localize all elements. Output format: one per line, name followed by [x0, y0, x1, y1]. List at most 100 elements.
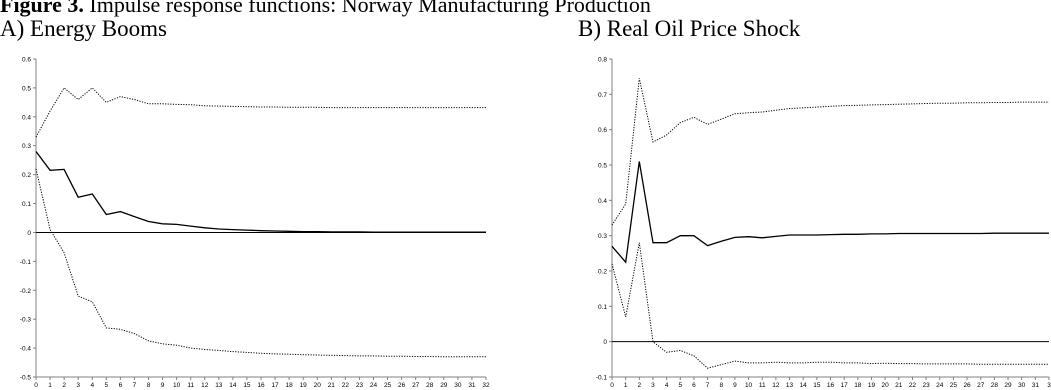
panel-b-y-tick-label: 0.1: [598, 304, 607, 311]
panel-a-x-tick-label: 22: [342, 382, 350, 389]
figure-title-text: Impulse response functions: Norway Manuf…: [83, 0, 651, 17]
panel-a-x-tick-label: 17: [271, 382, 279, 389]
panel-a-x-tick-label: 0: [34, 382, 38, 389]
panel-a-x-tick-label: 19: [300, 382, 308, 389]
panel-b-x-tick-label: 29: [1004, 382, 1012, 389]
panel-b-y-tick-label: 0.8: [598, 57, 607, 64]
panel-a-upper-confidence-band-line: [35, 87, 486, 138]
panel-b-x-tick-label: 23: [922, 382, 930, 389]
panel-b-x-tick-label: 7: [706, 382, 710, 389]
panel-a-x-tick-label: 9: [161, 382, 165, 389]
panel-b-y-tick-label: 0.2: [598, 269, 607, 276]
panel-a-y-tick-label: -0.1: [20, 259, 32, 266]
panel-b-x-tick-label: 26: [963, 382, 971, 389]
panel-a-x-tick-label: 1: [48, 382, 52, 389]
panel-a-lower-confidence-band-line: [35, 168, 486, 358]
figure-title-bold: Figure 3.: [0, 0, 84, 17]
panel-b-y-tick-label: 0.6: [598, 127, 607, 134]
panel-b-x-tick-label: 31: [1032, 382, 1040, 389]
panel-b-x-tick-label: 13: [786, 382, 794, 389]
panel-b-x-tick-label: 14: [800, 382, 808, 389]
panel-b-x-tick-label: 24: [936, 382, 944, 389]
panel-a-y-tick-label: -0.5: [20, 375, 32, 382]
panel-a-x-tick-label: 10: [173, 382, 181, 389]
panel-b-x-tick-label: 20: [882, 382, 890, 389]
panel-a-x-tick-label: 21: [328, 382, 336, 389]
panel-a-x-tick-label: 26: [398, 382, 406, 389]
panel-a-x-tick-label: 20: [314, 382, 322, 389]
panel-b-y-tick-label: -0.1: [596, 375, 608, 382]
panel-b-x-tick-label: 8: [719, 382, 723, 389]
panel-b-x-tick-label: 0: [610, 382, 614, 389]
panel-a-x-tick-label: 29: [440, 382, 448, 389]
panel-a-x-tick-label: 5: [105, 382, 109, 389]
panel-a-x-tick-label: 31: [468, 382, 476, 389]
panel-a-x-tick-label: 15: [243, 382, 251, 389]
panel-b-x-tick-label: 30: [1018, 382, 1026, 389]
panel-a-x-tick-label: 25: [384, 382, 392, 389]
panel-b-x-tick-label: 21: [895, 382, 903, 389]
panel-a-y-tick-label: -0.4: [20, 346, 32, 353]
panel-a-x-tick-label: 30: [454, 382, 462, 389]
panel-b-y-tick-label: 0.5: [598, 163, 607, 170]
panel-b-x-tick-label: 27: [977, 382, 985, 389]
panel-b-x-tick-label: 2: [638, 382, 642, 389]
panel-a-y-tick-label: -0.3: [20, 317, 32, 324]
panel-b-x-tick-label: 6: [692, 382, 696, 389]
panel-b-x-tick-label: 18: [854, 382, 862, 389]
panel-a-y-tick-label: 0.4: [22, 114, 31, 121]
panel-a-x-tick-label: 2: [62, 382, 66, 389]
panel-b-x-tick-label: 19: [868, 382, 876, 389]
panel-b-y-tick-label: 0.4: [598, 198, 607, 205]
panel-a-x-tick-label: 11: [187, 382, 194, 389]
figure-title: Figure 3. Impulse response functions: No…: [0, 0, 651, 18]
panel-b-title: B) Real Oil Price Shock: [578, 16, 801, 41]
panel-a-x-tick-label: 4: [90, 382, 94, 389]
panel-b-x-tick-label: 1: [624, 382, 628, 389]
panel-b-x-tick-label: 4: [665, 382, 669, 389]
panel-a-x-tick-label: 28: [426, 382, 434, 389]
panel-a-y-tick-label: 0.6: [22, 57, 31, 64]
panel-b-x-tick-label: 12: [772, 382, 780, 389]
panel-b-x-tick-label: 9: [733, 382, 737, 389]
panel-b-y-tick-label: 0.3: [598, 233, 607, 240]
panel-b-upper-confidence-band-line: [611, 78, 1049, 226]
panel-a-title: A) Energy Booms: [0, 16, 167, 41]
panel-a-x-tick-label: 6: [119, 382, 123, 389]
panel-b-x-tick-label: 22: [909, 382, 917, 389]
panel-a-x-tick-label: 14: [229, 382, 237, 389]
panel-b-x-tick-label: 10: [745, 382, 753, 389]
panel-b-x-tick-label: 5: [678, 382, 682, 389]
panel-a-x-tick-label: 3: [76, 382, 80, 389]
panel-b-x-tick-label: 25: [950, 382, 958, 389]
panel-a-x-tick-label: 18: [286, 382, 294, 389]
panel-a-y-tick-label: -0.2: [20, 288, 32, 295]
panel-a-y-tick-label: 0.5: [22, 85, 31, 92]
panel-b-lower-confidence-band-line: [611, 242, 1049, 369]
panel-a-y-tick-label: 0: [27, 230, 31, 237]
panel-b-y-tick-label: 0: [603, 339, 607, 346]
panel-a-impulse-response-line: [35, 151, 486, 233]
panel-a-x-tick-label: 16: [257, 382, 265, 389]
panel-b-x-tick-label: 11: [759, 382, 766, 389]
panel-a-x-tick-label: 8: [147, 382, 151, 389]
panel-a-y-tick-label: 0.2: [22, 172, 31, 179]
panel-a-x-tick-label: 23: [356, 382, 364, 389]
panel-a-x-tick-label: 13: [215, 382, 223, 389]
panel-a-y-tick-label: 0.1: [22, 201, 31, 208]
panel-b-x-tick-label: 17: [841, 382, 849, 389]
panel-a-x-tick-label: 32: [482, 382, 490, 389]
panel-a-y-tick-label: 0.3: [22, 143, 31, 150]
panel-b-x-tick-label: 28: [991, 382, 999, 389]
panel-b-x-tick-label: 3: [1047, 382, 1051, 389]
panel-b-y-tick-label: 0.7: [598, 92, 607, 99]
panel-b-impulse-response-line: [611, 161, 1049, 264]
panel-a-x-tick-label: 12: [201, 382, 209, 389]
panel-a-x-tick-label: 24: [370, 382, 378, 389]
panel-a-x-tick-label: 27: [412, 382, 420, 389]
panel-b-x-tick-label: 16: [827, 382, 835, 389]
panel-b-x-tick-label: 15: [813, 382, 821, 389]
panel-a-x-tick-label: 7: [133, 382, 137, 389]
panel-b-x-tick-label: 3: [651, 382, 655, 389]
